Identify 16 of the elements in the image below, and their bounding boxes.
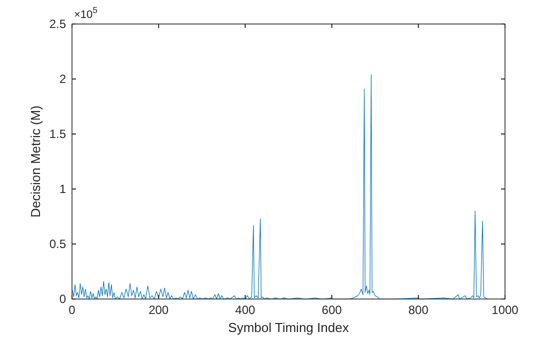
text: ×10$^{5}$ <box>74 5 98 21</box>
y-axis-title: Decision Metric (M) <box>28 106 43 218</box>
x-tick-label: 0 <box>68 303 76 317</box>
y-tick-label: 1.5 <box>49 127 66 141</box>
y-tick-label: 0 <box>59 292 66 306</box>
y-tick-label: 0.5 <box>49 237 66 251</box>
y-tick-label: 1 <box>59 182 66 196</box>
x-tick-label: 200 <box>148 303 169 317</box>
line-series <box>72 74 488 300</box>
y-tick-label: 2.5 <box>49 17 66 31</box>
y-tick-label: 2 <box>59 72 66 86</box>
x-axis-title: Symbol Timing Index <box>228 320 350 335</box>
x-tick-label: 1000 <box>492 303 519 317</box>
x-tick-label: 400 <box>235 303 256 317</box>
x-tick-label: 600 <box>322 303 342 317</box>
x-tick-label: 800 <box>408 303 429 317</box>
